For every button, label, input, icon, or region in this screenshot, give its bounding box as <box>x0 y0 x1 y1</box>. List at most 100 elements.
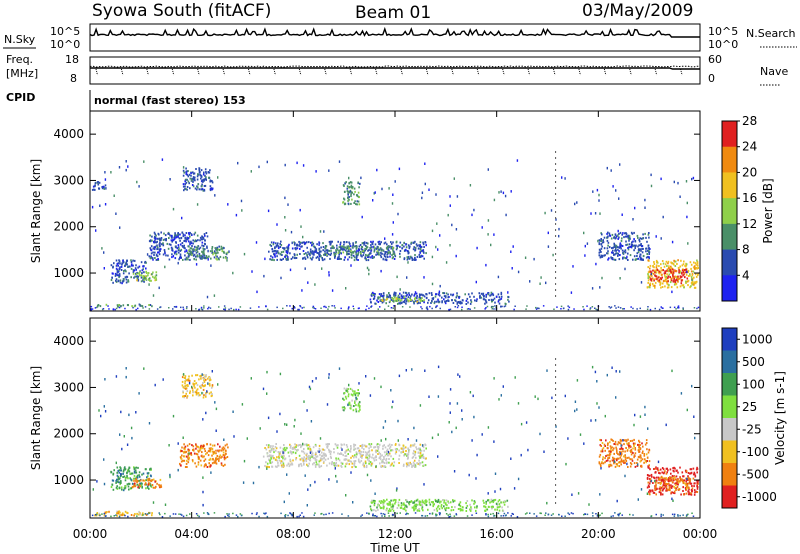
data-pixel <box>670 269 672 271</box>
data-pixel <box>340 446 342 449</box>
data-pixel <box>115 279 117 282</box>
data-pixel <box>408 464 410 467</box>
data-pixel <box>315 248 318 251</box>
data-pixel <box>400 451 403 454</box>
data-pixel <box>122 513 125 516</box>
data-pixel <box>670 476 672 479</box>
data-pixel <box>139 485 141 488</box>
data-pixel <box>310 450 313 453</box>
data-pixel <box>613 447 615 450</box>
data-pixel <box>390 463 393 466</box>
data-pixel <box>444 300 446 303</box>
data-pixel <box>673 491 675 494</box>
data-pixel <box>322 242 324 245</box>
data-pixel <box>113 194 115 197</box>
data-pixel <box>351 246 354 249</box>
data-pixel <box>422 501 424 504</box>
data-pixel <box>652 491 655 494</box>
data-pixel <box>141 486 143 489</box>
data-pixel <box>500 297 503 300</box>
data-pixel <box>414 503 417 506</box>
data-pixel <box>164 503 167 506</box>
data-pixel <box>492 298 494 301</box>
data-pixel <box>647 466 649 469</box>
date-title: 03/May/2009 <box>582 1 694 21</box>
data-pixel <box>624 461 626 464</box>
data-pixel <box>682 271 685 273</box>
data-pixel <box>443 499 446 502</box>
data-pixel <box>347 448 349 451</box>
data-pixel <box>368 447 370 450</box>
data-pixel <box>365 445 367 448</box>
data-pixel <box>663 471 666 474</box>
data-pixel <box>220 463 223 466</box>
data-pixel <box>289 446 292 449</box>
data-pixel <box>124 477 127 479</box>
data-pixel <box>648 257 650 260</box>
data-pixel <box>395 300 397 302</box>
data-pixel <box>612 439 614 442</box>
data-pixel <box>159 250 161 252</box>
data-pixel <box>393 293 395 296</box>
data-pixel <box>184 180 186 183</box>
data-pixel <box>373 377 376 380</box>
data-pixel <box>421 499 424 502</box>
data-pixel <box>97 183 100 186</box>
data-pixel <box>690 263 693 266</box>
data-pixel <box>482 298 485 301</box>
data-pixel <box>389 252 391 255</box>
data-pixel <box>449 501 452 504</box>
data-pixel <box>659 472 661 475</box>
data-pixel <box>207 171 210 174</box>
data-pixel <box>637 449 640 452</box>
data-pixel <box>186 173 189 176</box>
data-pixel <box>623 443 625 446</box>
data-pixel <box>647 474 650 477</box>
data-pixel <box>101 308 104 311</box>
data-pixel <box>368 307 370 310</box>
data-pixel <box>114 274 117 277</box>
data-pixel <box>304 256 306 259</box>
colorbar-segment <box>722 223 737 251</box>
data-pixel <box>276 250 279 253</box>
data-pixel <box>216 248 218 251</box>
data-pixel <box>208 383 211 386</box>
data-pixel <box>617 246 619 249</box>
data-pixel <box>232 271 234 275</box>
data-pixel <box>655 235 657 238</box>
data-pixel <box>115 307 118 310</box>
data-pixel <box>380 295 382 297</box>
data-pixel <box>470 299 472 302</box>
data-pixel <box>367 451 370 453</box>
data-pixel <box>691 485 693 487</box>
data-pixel <box>414 240 416 243</box>
data-pixel <box>157 251 159 254</box>
data-pixel <box>612 456 614 459</box>
data-pixel <box>636 255 638 257</box>
data-pixel <box>438 500 440 503</box>
data-pixel <box>692 266 695 269</box>
data-pixel <box>625 460 628 462</box>
data-pixel <box>616 252 618 255</box>
data-pixel <box>206 451 208 454</box>
data-pixel <box>328 169 330 172</box>
data-pixel <box>451 506 453 509</box>
data-pixel <box>469 295 471 298</box>
data-pixel <box>200 175 203 178</box>
data-pixel <box>584 244 586 248</box>
data-pixel <box>459 375 461 378</box>
data-pixel <box>409 298 412 301</box>
data-pixel <box>641 452 644 454</box>
data-pixel <box>368 457 370 460</box>
data-pixel <box>316 463 318 466</box>
data-pixel <box>649 478 652 481</box>
data-pixel <box>156 247 159 250</box>
data-pixel <box>175 250 178 253</box>
data-pixel <box>601 254 604 257</box>
data-pixel <box>447 500 449 503</box>
data-pixel <box>182 233 185 236</box>
data-pixel <box>191 374 193 377</box>
data-pixel <box>149 247 152 250</box>
data-pixel <box>382 461 385 464</box>
data-pixel <box>667 275 670 278</box>
